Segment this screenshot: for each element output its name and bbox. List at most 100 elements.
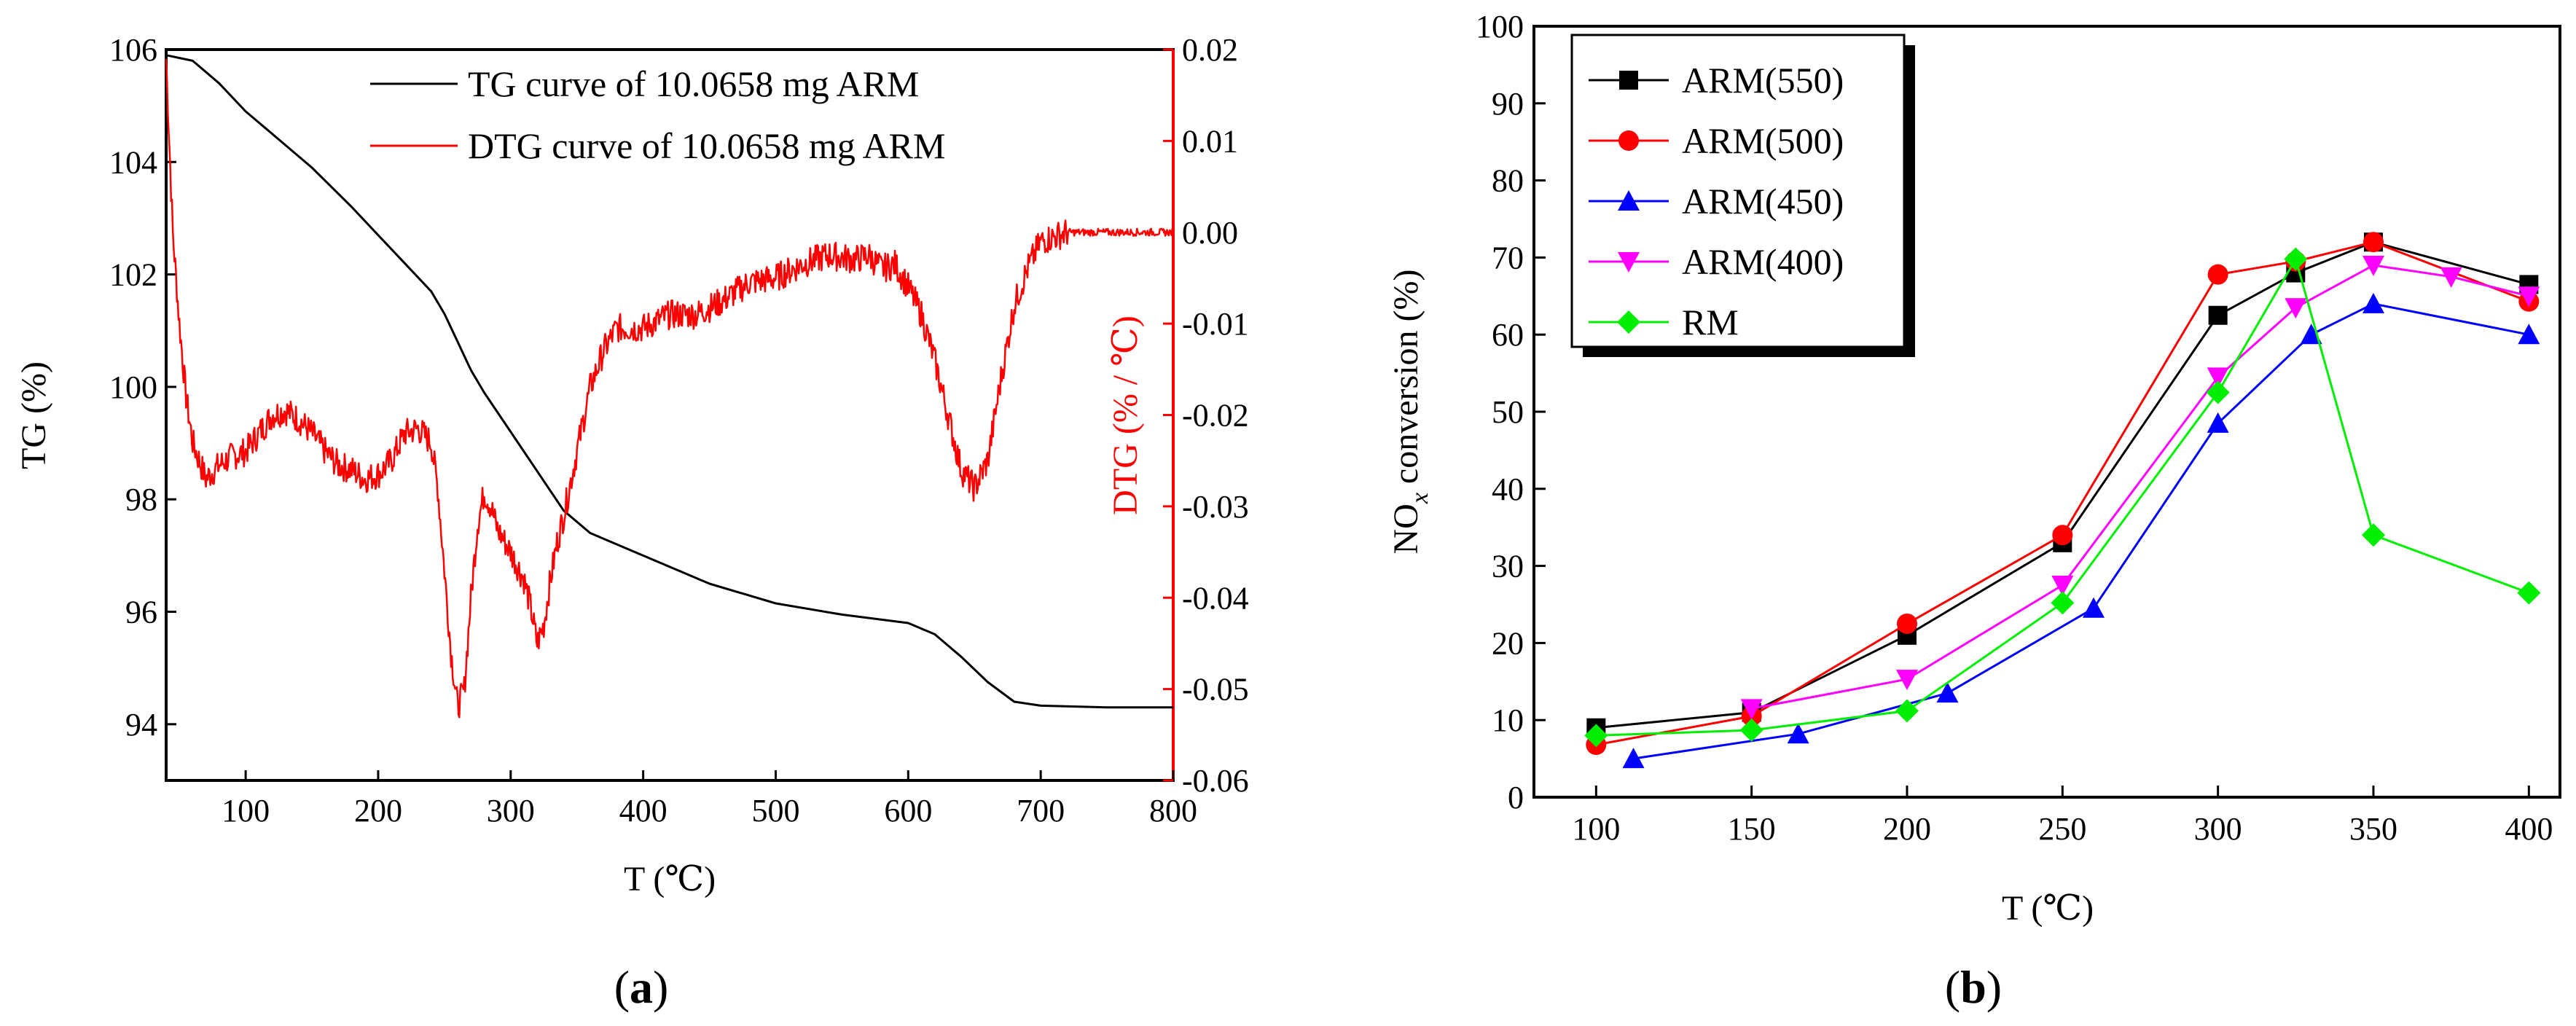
chart-b-series (1584, 232, 2541, 769)
a-y-left-tick-label: 100 (109, 369, 157, 405)
chart-a-x-ticks: 100 200 300 400 500 600 700 800 (222, 770, 1197, 829)
a-y-left-tick-label: 106 (109, 32, 157, 68)
chart-a-ylabel-left: TG (%) (15, 361, 53, 469)
a-y-left-tick-label: 102 (109, 257, 157, 293)
chart-b-ylabel: NOx conversion (%) (1387, 270, 1433, 555)
a-y-right-tick-label: -0.01 (1182, 306, 1249, 342)
caption-b: (b) (1945, 961, 2002, 1013)
b-point-3 (2207, 367, 2229, 388)
b-point-3 (2362, 255, 2384, 276)
chart-a-y-left-ticks: 94 96 98 100 102 104 106 (109, 32, 176, 743)
b-series-line-4 (1596, 256, 2529, 737)
b-point-4 (2284, 247, 2308, 271)
a-y-right-tick-label: -0.06 (1182, 763, 1249, 799)
chart-a-y-right-ticks: -0.06 -0.05 -0.04 -0.03 -0.02 -0.01 0.00 0.01 0.… (1163, 32, 1249, 799)
legend-items: ARM(550) ARM(500) ARM(450) ARM(400) RM (1589, 60, 1844, 342)
b-x-tick-label: 150 (1728, 811, 1776, 847)
caption-b-letter: b (1960, 961, 1986, 1013)
a-y-right-tick-label: -0.04 (1182, 580, 1249, 616)
b-point-3 (2518, 286, 2540, 308)
a-y-right-tick-label: -0.03 (1182, 489, 1249, 525)
legend-label-dtg: DTG curve of 10.0658 mg ARM (468, 125, 946, 166)
b-series-line-3 (1751, 264, 2529, 710)
b-y-tick-label: 80 (1492, 163, 1524, 199)
b-x-tick-label: 400 (2505, 811, 2553, 847)
b-point-2 (1936, 682, 1959, 703)
a-x-tick-label: 800 (1149, 793, 1197, 829)
chart-a-ylabel-right: DTG (% / ℃) (1106, 316, 1145, 515)
b-point-2 (2518, 324, 2540, 345)
chart-b-y-ticks: 0 10 20 30 40 50 60 70 80 90 100 (1476, 9, 1546, 815)
b-point-1 (2363, 232, 2384, 253)
b-point-1 (1897, 613, 1917, 634)
b-y-tick-label: 20 (1492, 625, 1524, 661)
legend-label-2: ARM(450) (1682, 181, 1844, 222)
b-series-line-1 (1596, 240, 2529, 746)
chart-b-x-ticks: 100 150 200 250 300 350 400 (1572, 786, 2553, 847)
b-y-tick-label: 10 (1492, 702, 1524, 738)
b-y-tick-label: 100 (1476, 9, 1524, 44)
b-point-2 (2300, 324, 2322, 345)
b-series-line-0 (1596, 240, 2529, 729)
a-x-tick-label: 300 (487, 793, 535, 829)
legend-marker-0 (1619, 71, 1638, 90)
b-x-tick-label: 250 (2038, 811, 2086, 847)
b-point-0 (2208, 305, 2228, 325)
b-point-3 (2051, 576, 2074, 597)
legend-marker-4 (1617, 310, 1640, 334)
b-y-tick-label: 70 (1492, 240, 1524, 275)
a-y-right-tick-label: 0.01 (1182, 123, 1238, 159)
legend-marker-1 (1618, 130, 1639, 151)
legend-label-4: RM (1682, 302, 1739, 342)
chart-b-ylabel-main: NO (1387, 504, 1425, 554)
b-point-4 (2051, 591, 2075, 615)
chart-b-ylabel-rest: conversion (%) (1387, 270, 1425, 493)
legend-label-tg: TG curve of 10.0658 mg ARM (468, 63, 919, 104)
chart-a: 100 200 300 400 500 600 700 800 94 96 98 100 102 104… (15, 32, 1249, 898)
b-point-4 (1584, 724, 1608, 748)
a-y-left-tick-label: 94 (125, 707, 157, 743)
b-point-2 (2083, 597, 2105, 618)
a-y-left-tick-label: 98 (125, 482, 157, 517)
a-x-tick-label: 200 (354, 793, 402, 829)
b-y-tick-label: 60 (1492, 317, 1524, 353)
legend-label-0: ARM(550) (1682, 60, 1844, 101)
b-point-2 (2207, 412, 2229, 433)
a-x-tick-label: 100 (222, 793, 270, 829)
b-x-tick-label: 200 (1883, 811, 1931, 847)
a-x-tick-label: 600 (884, 793, 932, 829)
legend-marker-3 (1618, 252, 1640, 273)
chart-a-series (165, 54, 1175, 718)
caption-a: (a) (614, 961, 669, 1013)
a-series-line-1 (165, 58, 1175, 718)
b-point-2 (1787, 723, 1809, 744)
b-x-tick-label: 350 (2349, 811, 2397, 847)
b-point-3 (2285, 298, 2307, 319)
a-y-right-tick-label: -0.02 (1182, 398, 1249, 434)
chart-b-legend: ARM(550) ARM(500) ARM(450) ARM(400) RM (1570, 34, 1915, 357)
a-y-right-tick-label: 0.02 (1182, 32, 1238, 68)
b-point-3 (2440, 267, 2462, 288)
a-y-right-tick-label: -0.05 (1182, 672, 1249, 708)
b-point-4 (1895, 699, 1919, 723)
b-y-tick-label: 0 (1508, 780, 1524, 815)
legend-marker-2 (1618, 190, 1640, 211)
caption-a-letter: a (630, 961, 653, 1013)
b-x-tick-label: 300 (2194, 811, 2242, 847)
b-y-tick-label: 90 (1492, 86, 1524, 122)
b-point-2 (1622, 748, 1645, 769)
a-x-tick-label: 700 (1017, 793, 1065, 829)
a-series-line-0 (165, 54, 1173, 709)
a-x-tick-label: 400 (619, 793, 668, 829)
a-y-right-tick-label: 0.00 (1182, 215, 1238, 251)
b-point-4 (2206, 380, 2230, 404)
b-point-3 (1740, 699, 1763, 720)
b-series-line-2 (1633, 302, 2529, 760)
b-y-tick-label: 40 (1492, 471, 1524, 507)
b-y-tick-label: 50 (1492, 394, 1524, 430)
b-point-4 (2362, 523, 2385, 547)
a-x-tick-label: 500 (751, 793, 799, 829)
chart-b-ylabel-sub: x (1406, 493, 1433, 504)
chart-a-xlabel: T (℃) (624, 860, 716, 898)
